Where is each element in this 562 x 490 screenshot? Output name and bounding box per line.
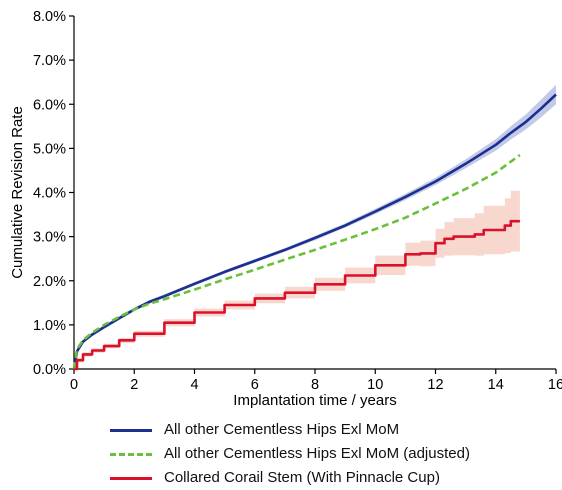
confidence-bands xyxy=(74,84,556,370)
axis-ticks: 0 2 4 6 8 10 12 14 16 0.0% 1.0% 2.0% 3.0% 4.0% 5.0% 6.0… xyxy=(33,9,562,393)
y-axis-title: Cumulative Revision Rate xyxy=(9,106,26,279)
x-tick-label: 16 xyxy=(548,377,562,393)
legend-swatch-corail xyxy=(110,477,152,480)
series-lines xyxy=(72,93,557,371)
x-tick-label: 0 xyxy=(70,377,78,393)
x-tick-label: 10 xyxy=(367,377,383,393)
legend-item-cementless-adjusted: All other Cementless Hips Exl MoM (adjus… xyxy=(110,442,550,466)
cumulative-revision-chart: 0 2 4 6 8 10 12 14 16 0.0% 1.0% 2.0% 3.0% 4.0% 5.0% 6.0… xyxy=(9,9,562,409)
legend-item-cementless: All other Cementless Hips Exl MoM xyxy=(110,418,550,442)
x-tick-label: 2 xyxy=(130,377,138,393)
y-tick-label: 7.0% xyxy=(33,53,66,69)
x-tick-label: 14 xyxy=(488,377,504,393)
legend-label-cementless: All other Cementless Hips Exl MoM xyxy=(164,421,400,438)
axes xyxy=(73,16,556,370)
y-tick-label: 4.0% xyxy=(33,186,66,202)
legend-label-cementless-adjusted: All other Cementless Hips Exl MoM (adjus… xyxy=(164,445,470,462)
confidence-band-2 xyxy=(74,183,520,369)
x-axis-title: Implantation time / years xyxy=(233,392,396,409)
y-tick-label: 6.0% xyxy=(33,97,66,113)
x-tick-label: 8 xyxy=(311,377,319,393)
y-tick-label: 5.0% xyxy=(33,141,66,157)
legend-swatch-cementless xyxy=(110,429,152,432)
legend-swatch-cementless-adjusted xyxy=(110,453,152,456)
y-tick-label: 0.0% xyxy=(33,362,66,378)
legend-item-corail: Collared Corail Stem (With Pinnacle Cup) xyxy=(110,466,550,490)
x-tick-label: 6 xyxy=(251,377,259,393)
x-tick-label: 12 xyxy=(427,377,443,393)
series-line-2 xyxy=(74,219,520,371)
chart-legend: All other Cementless Hips Exl MoM All ot… xyxy=(110,418,550,490)
y-tick-label: 1.0% xyxy=(33,318,66,334)
series-line-1 xyxy=(72,153,521,370)
x-tick-label: 4 xyxy=(190,377,198,393)
y-tick-label: 8.0% xyxy=(33,9,66,25)
y-tick-label: 2.0% xyxy=(33,274,66,290)
legend-label-corail: Collared Corail Stem (With Pinnacle Cup) xyxy=(164,469,440,486)
series-line-0 xyxy=(72,93,557,370)
y-tick-label: 3.0% xyxy=(33,230,66,246)
